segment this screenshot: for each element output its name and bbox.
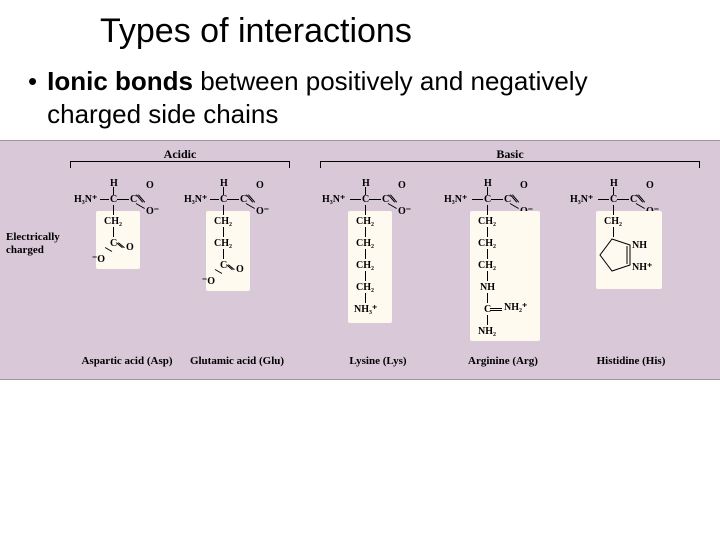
asp-structure: H O H₃N⁺ C C O⁻ CH₂ C ⁻O O <box>72 177 182 347</box>
bullet-text: Ionic bonds between positively and negat… <box>47 65 680 130</box>
electrically-charged-label: Electrically charged <box>6 231 64 257</box>
asp-name: Aspartic acid (Asp) <box>72 355 182 367</box>
bullet-marker: • <box>28 65 37 98</box>
bullet-lead: Ionic bonds <box>47 66 193 96</box>
lys-structure: H O H₃N⁺ C C O⁻ CH₂ CH₂ CH₂ CH₂ NH₃⁺ <box>318 177 438 347</box>
bullet-item: • Ionic bonds between positively and neg… <box>0 59 720 140</box>
lys-name: Lysine (Lys) <box>318 355 438 367</box>
basic-header: Basic <box>320 147 700 162</box>
slide-title: Types of interactions <box>0 0 720 59</box>
aspartic-acid: H O H₃N⁺ C C O⁻ CH₂ C ⁻O O Aspartic acid… <box>72 171 182 371</box>
histidine: H O H₃N⁺ C C O⁻ CH₂ NH NH⁺ Histidine (Hi… <box>566 171 696 371</box>
lysine: H O H₃N⁺ C C O⁻ CH₂ CH₂ CH₂ CH₂ NH₃⁺ Lys… <box>318 171 438 371</box>
arg-structure: H O H₃N⁺ C C O⁻ CH₂ CH₂ CH₂ NH C <box>440 177 566 347</box>
glu-structure: H O H₃N⁺ C C O⁻ CH₂ CH₂ C ⁻O O <box>182 177 292 347</box>
acidic-header: Acidic <box>70 147 290 162</box>
amino-acid-diagram: Electrically charged Acidic Basic H O H₃… <box>0 140 720 380</box>
glu-name: Glutamic acid (Glu) <box>182 355 292 367</box>
arginine: H O H₃N⁺ C C O⁻ CH₂ CH₂ CH₂ NH C <box>440 171 566 371</box>
glutamic-acid: H O H₃N⁺ C C O⁻ CH₂ CH₂ C ⁻O O Glutamic <box>182 171 292 371</box>
arg-name: Arginine (Arg) <box>440 355 566 367</box>
his-structure: H O H₃N⁺ C C O⁻ CH₂ NH NH⁺ <box>566 177 696 347</box>
his-name: Histidine (His) <box>566 355 696 367</box>
